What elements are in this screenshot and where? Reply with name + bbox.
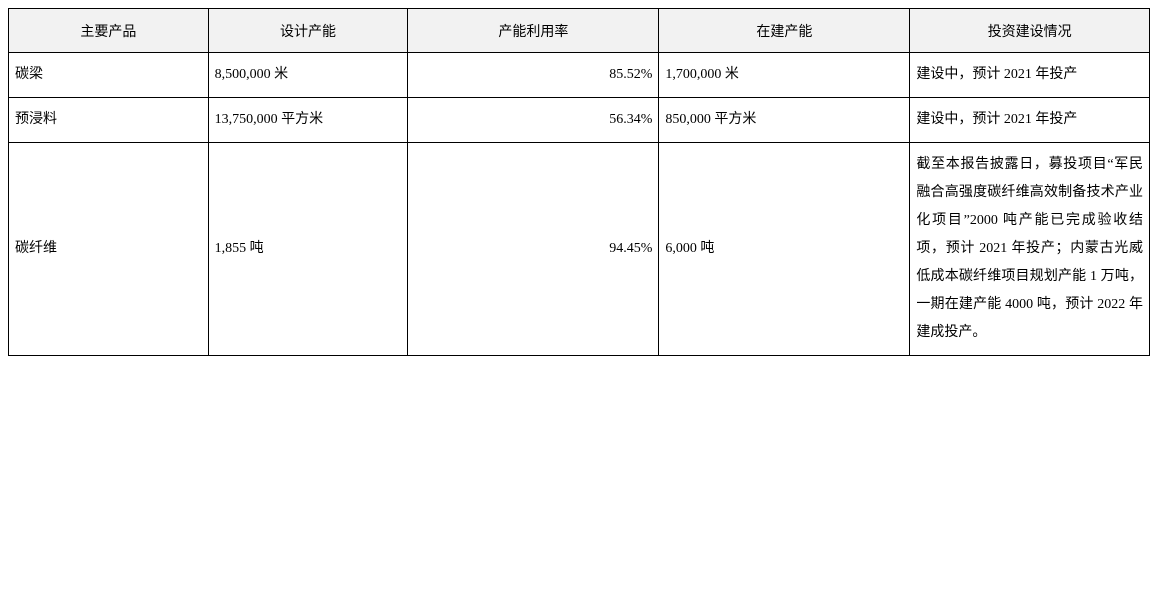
header-product: 主要产品: [9, 9, 209, 53]
table-row: 碳梁 8,500,000 米 85.52% 1,700,000 米 建设中，预计…: [9, 53, 1150, 98]
cell-design-capacity: 1,855 吨: [208, 143, 408, 356]
cell-under-construction: 1,700,000 米: [659, 53, 910, 98]
table-row: 预浸料 13,750,000 平方米 56.34% 850,000 平方米 建设…: [9, 98, 1150, 143]
cell-under-construction: 850,000 平方米: [659, 98, 910, 143]
cell-product: 碳纤维: [9, 143, 209, 356]
cell-under-construction: 6,000 吨: [659, 143, 910, 356]
table-header-row: 主要产品 设计产能 产能利用率 在建产能 投资建设情况: [9, 9, 1150, 53]
cell-design-capacity: 13,750,000 平方米: [208, 98, 408, 143]
cell-investment-status: 截至本报告披露日，募投项目“军民融合高强度碳纤维高效制备技术产业化项目”2000…: [910, 143, 1150, 356]
cell-investment-status: 建设中，预计 2021 年投产: [910, 53, 1150, 98]
cell-investment-status: 建设中，预计 2021 年投产: [910, 98, 1150, 143]
cell-product: 预浸料: [9, 98, 209, 143]
capacity-table: 主要产品 设计产能 产能利用率 在建产能 投资建设情况 碳梁 8,500,000…: [8, 8, 1150, 356]
header-design-capacity: 设计产能: [208, 9, 408, 53]
cell-product: 碳梁: [9, 53, 209, 98]
cell-utilization-rate: 56.34%: [408, 98, 659, 143]
table-row: 碳纤维 1,855 吨 94.45% 6,000 吨 截至本报告披露日，募投项目…: [9, 143, 1150, 356]
cell-utilization-rate: 85.52%: [408, 53, 659, 98]
header-under-construction: 在建产能: [659, 9, 910, 53]
cell-utilization-rate: 94.45%: [408, 143, 659, 356]
header-utilization-rate: 产能利用率: [408, 9, 659, 53]
cell-design-capacity: 8,500,000 米: [208, 53, 408, 98]
header-investment-status: 投资建设情况: [910, 9, 1150, 53]
